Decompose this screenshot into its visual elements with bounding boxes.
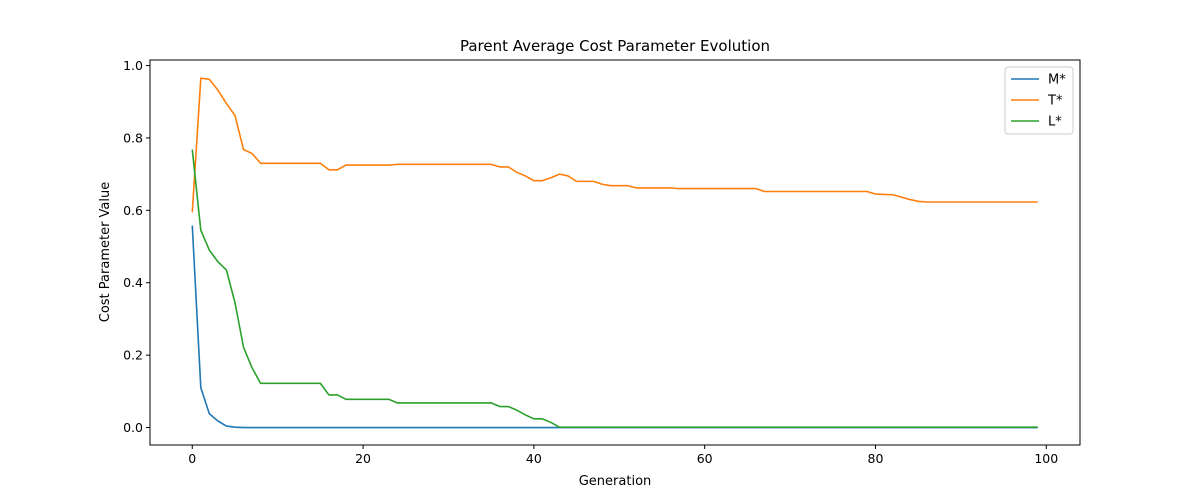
x-tick-label: 80 (868, 451, 884, 466)
series-line-0 (191, 225, 1038, 429)
legend-label-2: L* (1048, 115, 1062, 130)
x-tick-label: 100 (1034, 451, 1058, 466)
y-tick-label: 1.0 (123, 58, 143, 73)
y-tick-label: 0.2 (123, 348, 143, 363)
y-axis: 0.0 0.2 0.4 0.6 0.8 1.0 (123, 58, 150, 435)
x-tick-label: 0 (188, 451, 196, 466)
y-tick-label: 0.0 (123, 420, 143, 435)
legend: M* T* L* (1004, 66, 1074, 135)
y-axis-label: Cost Parameter Value (98, 182, 113, 323)
x-tick-label: 20 (355, 451, 371, 466)
x-tick-label: 60 (697, 451, 713, 466)
plot-frame (149, 59, 1081, 446)
plot-lines (191, 77, 1038, 429)
y-tick-label: 0.8 (123, 130, 143, 145)
y-tick-label: 0.4 (123, 275, 143, 290)
series-line-2 (191, 149, 1038, 428)
x-tick-label: 40 (526, 451, 542, 466)
x-axis: 0 20 40 60 80 100 (188, 445, 1058, 466)
series-line-1 (191, 77, 1038, 213)
legend-label-0: M* (1048, 73, 1066, 88)
chart-title: Parent Average Cost Parameter Evolution (460, 37, 770, 55)
x-axis-label: Generation (579, 474, 652, 489)
y-tick-label: 0.6 (123, 203, 143, 218)
legend-label-1: T* (1047, 94, 1063, 109)
